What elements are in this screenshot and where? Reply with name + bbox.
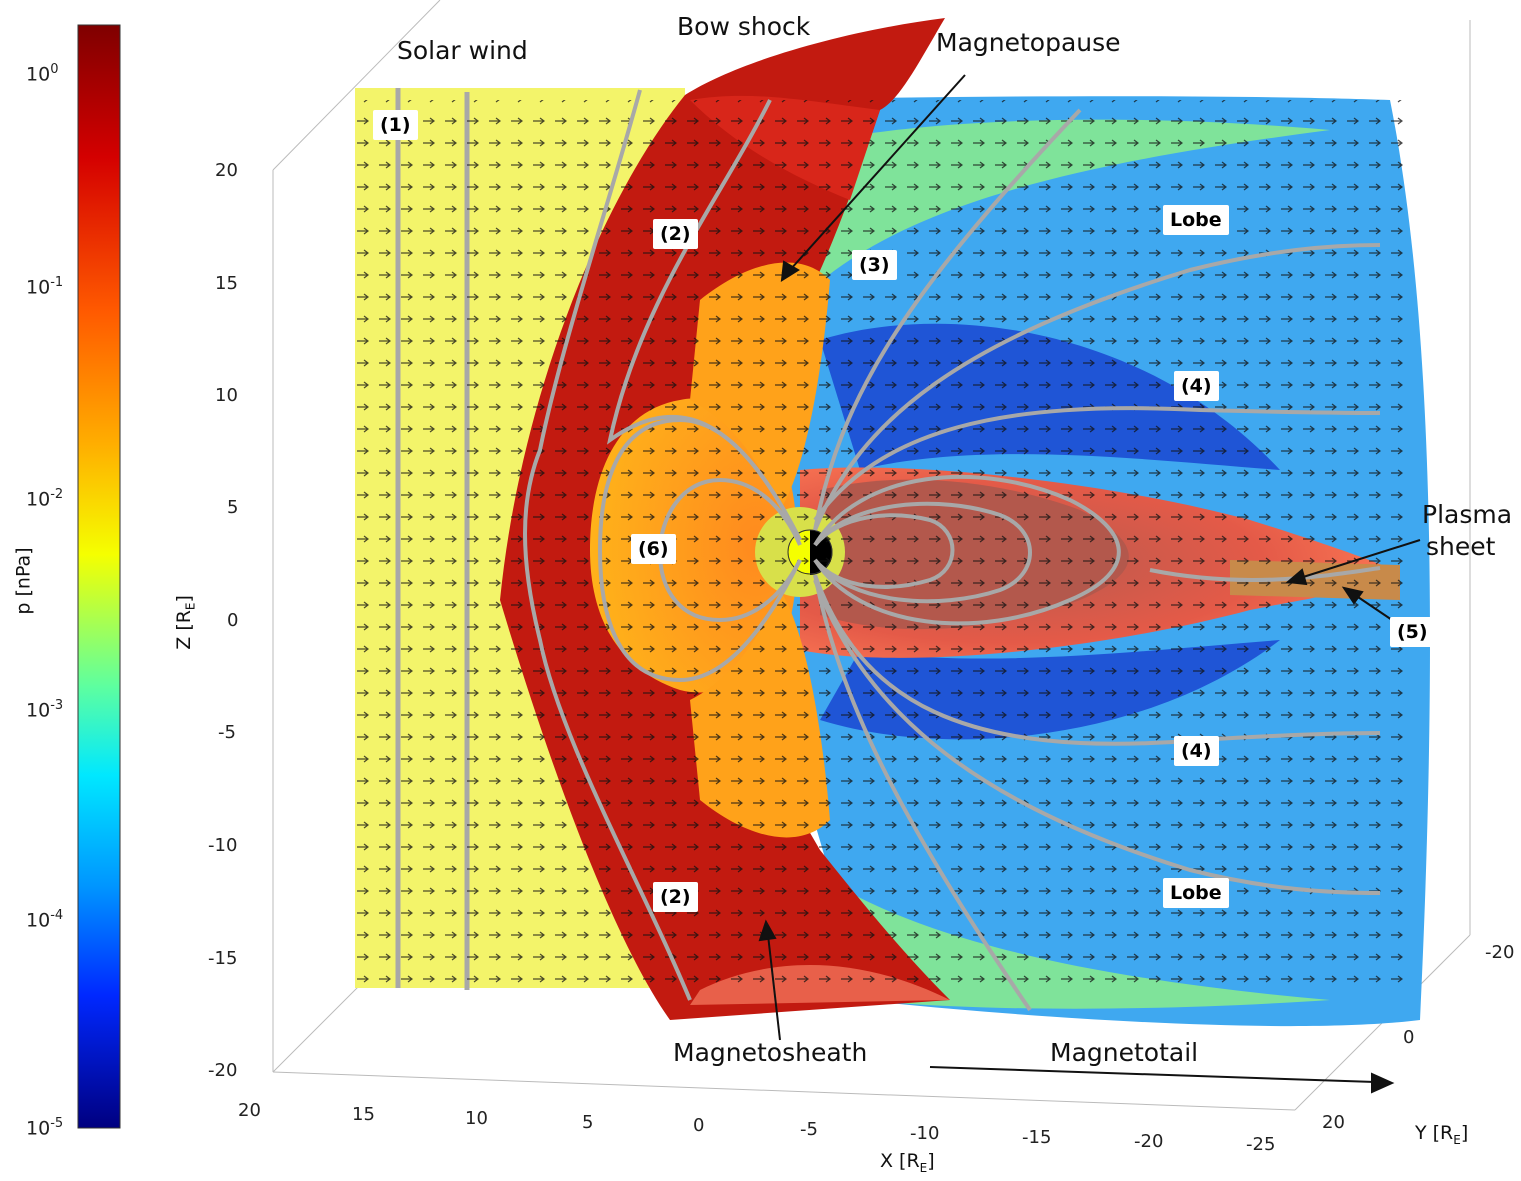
colorbar-gradient: [77, 24, 121, 1129]
x-tick: 10: [465, 1108, 488, 1129]
z-tick: 15: [215, 273, 238, 294]
label-region-1: (1): [373, 110, 418, 140]
label-region-5: (5): [1390, 617, 1435, 647]
flow-arrows: [355, 100, 1405, 990]
z-tick: -20: [208, 1060, 238, 1081]
z-tick: 5: [227, 497, 239, 518]
x-tick: -5: [800, 1119, 818, 1140]
colorbar: [77, 24, 121, 1129]
colorbar-tick-1: 10-1: [26, 275, 64, 299]
colorbar-tick-5: 10-5: [26, 1116, 64, 1140]
label-magnetotail: Magnetotail: [1050, 1038, 1199, 1067]
z-tick: 0: [227, 610, 239, 631]
label-region-4b: (4): [1174, 736, 1219, 766]
colorbar-tick-4: 10-4: [26, 908, 64, 932]
colorbar-label-text: p [nPa]: [12, 547, 35, 615]
x-tick: -25: [1246, 1134, 1276, 1155]
label-lobe-bottom: Lobe: [1163, 878, 1229, 908]
label-region-2a: (2): [653, 219, 698, 249]
x-tick: 15: [352, 1104, 375, 1125]
colorbar-tick-3: 10-3: [26, 698, 64, 722]
label-plasma-sheet-1: Plasma: [1422, 500, 1513, 529]
label-region-3: (3): [852, 250, 897, 280]
colorbar-tick-0: 100: [26, 62, 59, 86]
y-tick: 20: [1322, 1112, 1345, 1133]
field-lines: [523, 89, 1381, 1012]
x-tick: -15: [1022, 1127, 1052, 1148]
x-tick: 5: [582, 1112, 594, 1133]
label-region-4a: (4): [1174, 371, 1219, 401]
z-tick: -15: [208, 948, 238, 969]
label-region-2b: (2): [653, 882, 698, 912]
label-plasma-sheet-2: sheet: [1426, 532, 1496, 561]
label-bow-shock: Bow shock: [677, 12, 811, 41]
y-tick: 0: [1403, 1027, 1415, 1048]
x-tick: -20: [1134, 1131, 1164, 1152]
x-axis-label: X [RE]: [880, 1150, 935, 1175]
label-magnetopause: Magnetopause: [936, 28, 1121, 57]
x-tick: 0: [693, 1115, 705, 1136]
colorbar-label: p [nPa]: [13, 547, 35, 614]
annotation-arrows: [758, 74, 1421, 1094]
label-region-6: (6): [631, 534, 676, 564]
z-axis-label: Z [RE]: [172, 595, 198, 650]
colorbar-tick-2: 10-2: [26, 487, 64, 511]
z-tick: -10: [208, 835, 238, 856]
label-lobe-top: Lobe: [1163, 205, 1229, 235]
z-tick: -5: [218, 722, 236, 743]
x-tick: -10: [910, 1123, 940, 1144]
label-magnetosheath: Magnetosheath: [673, 1038, 868, 1067]
z-tick: 10: [215, 385, 238, 406]
y-tick: -20: [1485, 942, 1515, 963]
label-solar-wind: Solar wind: [397, 36, 528, 65]
y-axis-label: Y [RE]: [1415, 1122, 1469, 1147]
x-tick: 20: [238, 1100, 261, 1121]
z-tick: 20: [215, 160, 238, 181]
